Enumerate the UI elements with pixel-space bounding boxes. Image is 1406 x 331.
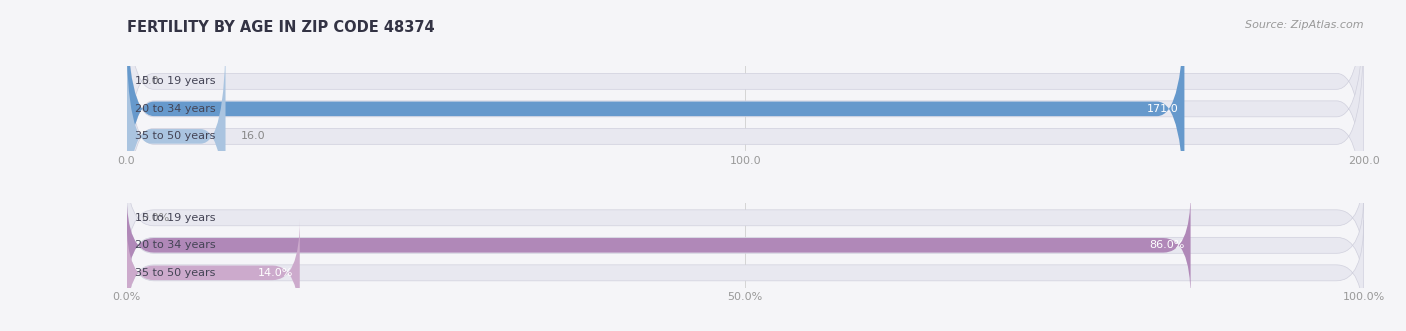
FancyBboxPatch shape (127, 192, 1191, 299)
Text: 86.0%: 86.0% (1149, 240, 1184, 250)
Text: 16.0: 16.0 (240, 131, 264, 141)
FancyBboxPatch shape (127, 23, 1364, 250)
FancyBboxPatch shape (127, 220, 1364, 325)
FancyBboxPatch shape (127, 0, 1364, 222)
Text: 20 to 34 years: 20 to 34 years (135, 104, 217, 114)
Text: Source: ZipAtlas.com: Source: ZipAtlas.com (1246, 20, 1364, 30)
FancyBboxPatch shape (127, 165, 1364, 270)
Text: 15 to 19 years: 15 to 19 years (135, 213, 215, 223)
Text: FERTILITY BY AGE IN ZIP CODE 48374: FERTILITY BY AGE IN ZIP CODE 48374 (127, 20, 434, 35)
Text: 0.0%: 0.0% (142, 213, 170, 223)
FancyBboxPatch shape (127, 193, 1364, 298)
FancyBboxPatch shape (127, 219, 299, 326)
Text: 15 to 19 years: 15 to 19 years (135, 76, 215, 86)
FancyBboxPatch shape (127, 33, 225, 239)
Text: 20 to 34 years: 20 to 34 years (135, 240, 217, 250)
Text: 35 to 50 years: 35 to 50 years (135, 131, 215, 141)
Text: 14.0%: 14.0% (259, 268, 294, 278)
Text: 171.0: 171.0 (1146, 104, 1178, 114)
FancyBboxPatch shape (127, 0, 1364, 194)
Text: 35 to 50 years: 35 to 50 years (135, 268, 215, 278)
Text: 0.0: 0.0 (142, 76, 159, 86)
FancyBboxPatch shape (127, 0, 1184, 223)
